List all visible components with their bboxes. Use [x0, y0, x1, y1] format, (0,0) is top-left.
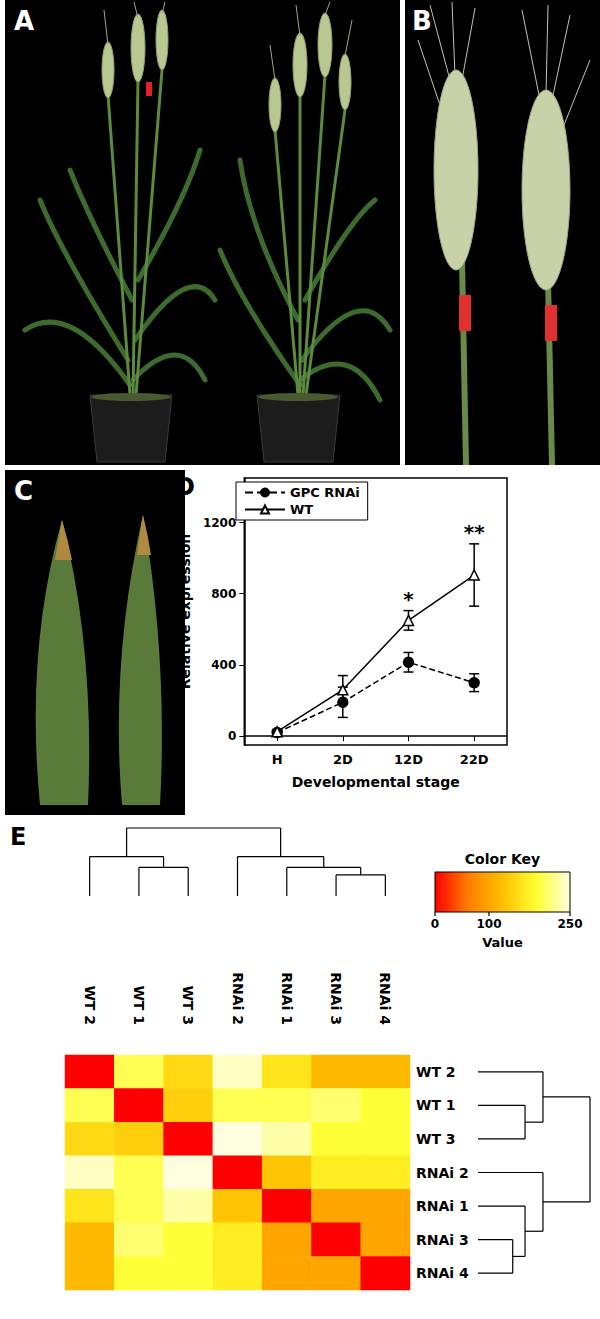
- svg-text:RNAi 2: RNAi 2: [230, 972, 246, 1025]
- svg-text:*: *: [403, 587, 414, 611]
- svg-text:22D: 22D: [460, 752, 489, 767]
- svg-text:RNAi 3: RNAi 3: [328, 972, 344, 1025]
- svg-text:250: 250: [557, 917, 582, 931]
- svg-text:Developmental stage: Developmental stage: [292, 774, 460, 790]
- svg-text:2D: 2D: [333, 752, 353, 767]
- svg-text:1200: 1200: [203, 516, 236, 530]
- svg-text:400: 400: [211, 658, 236, 672]
- svg-text:C: C: [14, 476, 33, 506]
- svg-text:800: 800: [211, 587, 236, 601]
- svg-text:WT 1: WT 1: [131, 985, 147, 1025]
- svg-text:WT 2: WT 2: [82, 985, 98, 1025]
- svg-text:RNAi 1: RNAi 1: [279, 972, 295, 1025]
- svg-text:12D: 12D: [394, 752, 423, 767]
- svg-text:WT 3: WT 3: [180, 985, 196, 1025]
- svg-text:Value: Value: [482, 935, 523, 950]
- svg-text:Color Key: Color Key: [465, 851, 540, 867]
- svg-text:**: **: [464, 520, 485, 544]
- svg-text:WT: WT: [290, 502, 313, 517]
- svg-text:0: 0: [431, 917, 439, 931]
- svg-text:A: A: [14, 6, 34, 36]
- svg-text:B: B: [412, 6, 432, 36]
- svg-text:RNAi 1: RNAi 1: [416, 1198, 469, 1214]
- svg-text:RNAi 4: RNAi 4: [377, 972, 393, 1025]
- svg-text:100: 100: [476, 917, 501, 931]
- svg-text:RNAi 2: RNAi 2: [416, 1165, 469, 1181]
- svg-text:WT 3: WT 3: [416, 1131, 456, 1147]
- svg-text:RNAi 3: RNAi 3: [416, 1232, 469, 1248]
- svg-text:RNAi 4: RNAi 4: [416, 1265, 469, 1281]
- svg-text:GPC RNAi: GPC RNAi: [290, 485, 360, 500]
- svg-text:H: H: [272, 752, 283, 767]
- svg-text:E: E: [10, 823, 26, 851]
- svg-text:Relative expression: Relative expression: [177, 534, 193, 690]
- svg-text:0: 0: [228, 729, 236, 743]
- svg-text:D: D: [175, 473, 195, 501]
- svg-text:WT 2: WT 2: [416, 1064, 456, 1080]
- svg-text:WT 1: WT 1: [416, 1097, 456, 1113]
